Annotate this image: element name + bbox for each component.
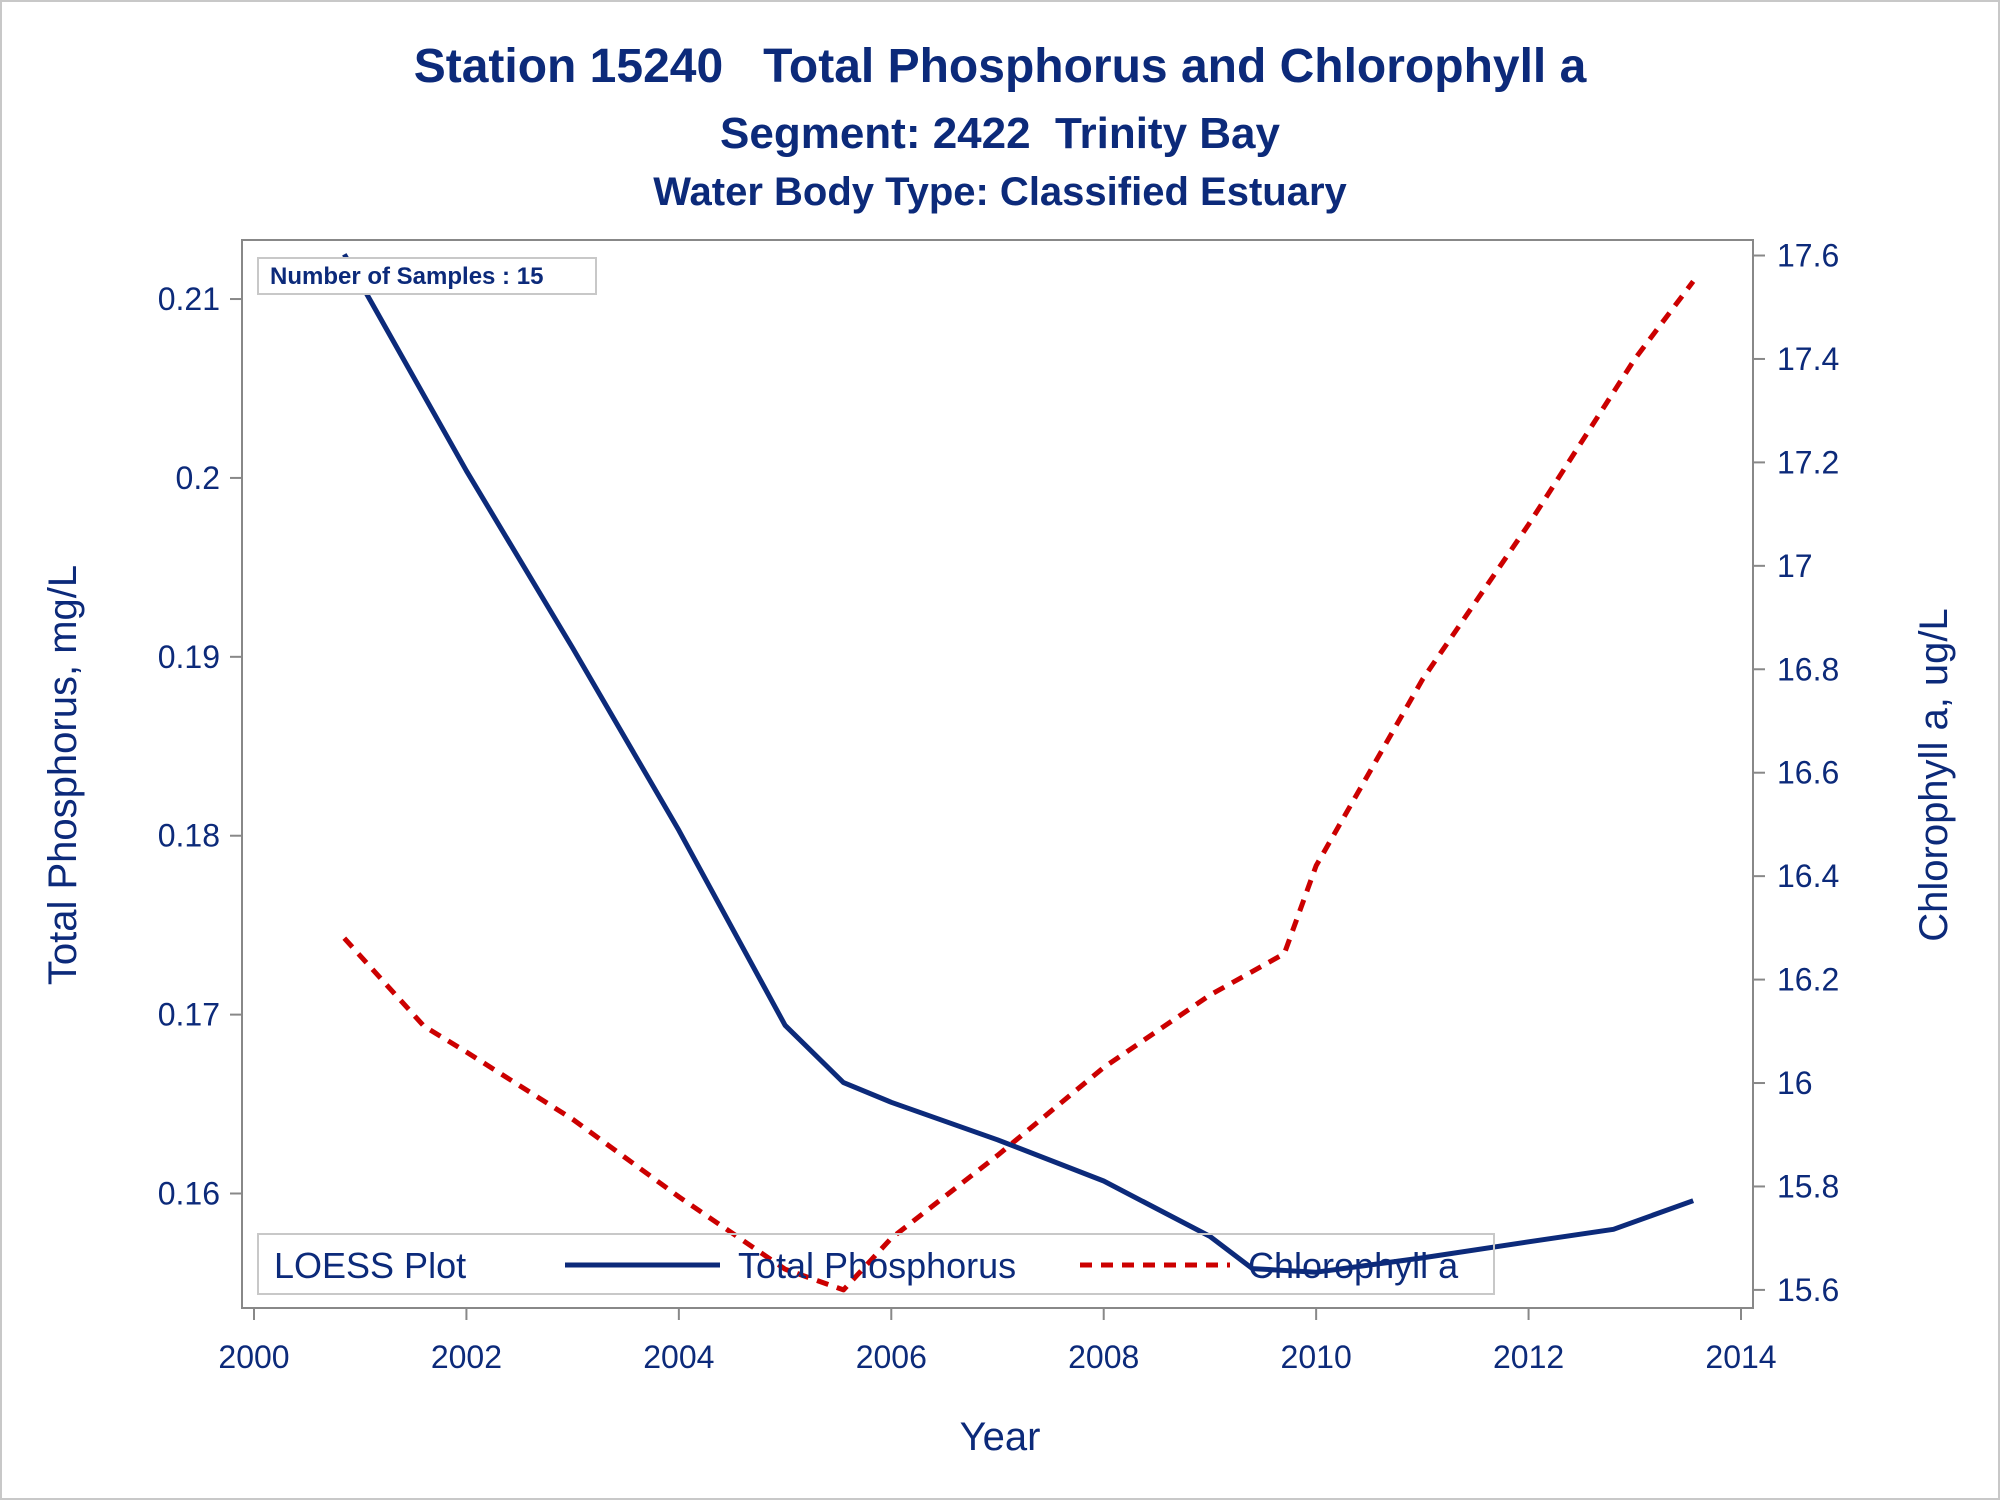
- series-group: [342, 253, 1696, 1293]
- y2-tick-label: 16: [1777, 1065, 1813, 1101]
- x-tick-label: 2010: [1281, 1339, 1352, 1375]
- chart-subtitle-water-body: Water Body Type: Classified Estuary: [653, 170, 1347, 214]
- y-tick-label: 0.18: [158, 818, 220, 854]
- x-tick-label: 2014: [1705, 1339, 1776, 1375]
- legend-title: LOESS Plot: [274, 1245, 466, 1286]
- y-tick-label: 0.2: [176, 460, 220, 496]
- series-line-chlorophyll-a: [342, 279, 1696, 1293]
- y2-tick-label: 17.2: [1777, 444, 1839, 480]
- chart-title: Station 15240 Total Phosphorus and Chlor…: [414, 40, 1587, 93]
- chart-subtitle: Segment: 2422 Trinity Bay: [720, 109, 1281, 158]
- y2-tick-label: 16.4: [1777, 858, 1839, 894]
- y-axis-left-label: Total Phosphorus, mg/L: [41, 565, 85, 985]
- legend-box: [257, 1233, 1495, 1295]
- y-tick-label: 0.19: [158, 639, 220, 675]
- y2-tick-label: 16.6: [1777, 755, 1839, 791]
- x-tick-label: 2002: [431, 1339, 502, 1375]
- x-tick-label: 2006: [856, 1339, 927, 1375]
- x-tick-label: 2004: [643, 1339, 714, 1375]
- x-axis: 2000 2002 2004 2006 2008 2010 2012 2014: [218, 1308, 1777, 1375]
- samples-inset-text: Number of Samples : 15: [270, 263, 543, 290]
- x-axis-label: Year: [960, 1415, 1041, 1459]
- y-tick-label: 0.21: [158, 281, 220, 317]
- x-tick-label: 2000: [218, 1339, 289, 1375]
- y2-tick-label: 15.8: [1777, 1168, 1839, 1204]
- y2-tick-label: 17: [1777, 548, 1813, 584]
- plot-area: [241, 239, 1754, 1309]
- legend-item-total-phosphorus: Total Phosphorus: [738, 1245, 1016, 1286]
- y2-tick-label: 16.8: [1777, 651, 1839, 687]
- y2-tick-label: 17.6: [1777, 238, 1839, 274]
- y2-tick-label: 16.2: [1777, 962, 1839, 998]
- x-tick-label: 2008: [1068, 1339, 1139, 1375]
- y-tick-label: 0.16: [158, 1176, 220, 1212]
- series-line-total-phosphorus: [342, 253, 1695, 1275]
- samples-inset-box: [257, 257, 597, 295]
- y-axis-right-label: Chlorophyll a, ug/L: [1912, 608, 1956, 942]
- y-axis-right: 15.6 15.8 16 16.2 16.4 16.6 16.8 17 17.2 17.4 17.6: [1753, 238, 1839, 1308]
- x-tick-label: 2012: [1493, 1339, 1564, 1375]
- legend-item-chlorophyll-a: Chlorophyll a: [1248, 1245, 1459, 1286]
- y-axis-left: 0.16 0.17 0.18 0.19 0.2 0.21: [158, 281, 242, 1212]
- y-tick-label: 0.17: [158, 997, 220, 1033]
- y2-tick-label: 15.6: [1777, 1272, 1839, 1308]
- y2-tick-label: 17.4: [1777, 341, 1839, 377]
